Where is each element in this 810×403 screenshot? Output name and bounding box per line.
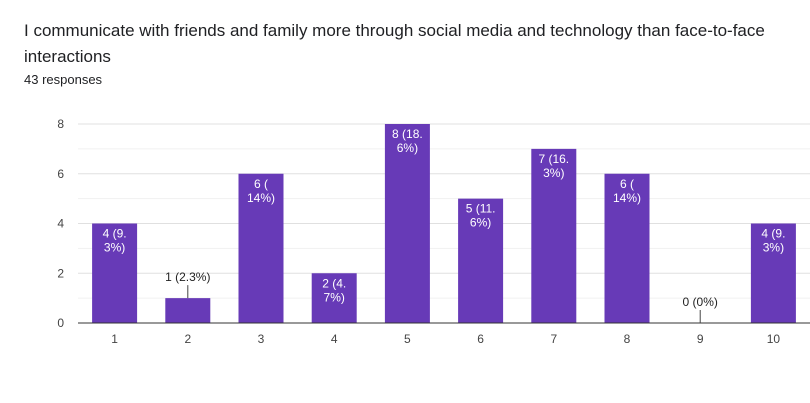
bar[interactable] — [311, 273, 357, 323]
data-label: 14%) — [613, 191, 641, 205]
bar[interactable] — [92, 223, 138, 324]
y-tick-label: 4 — [57, 217, 64, 231]
data-label: 8 (18. — [392, 127, 423, 141]
response-count: 43 responses — [24, 72, 103, 87]
bar[interactable] — [238, 173, 284, 323]
bars — [92, 124, 796, 323]
bar[interactable] — [384, 124, 430, 323]
y-axis-ticks: 0 2 4 6 8 — [57, 117, 64, 330]
data-label: 6%) — [397, 141, 418, 155]
data-label: 4 (9. — [103, 227, 127, 241]
chart-title: I communicate with friends and family mo… — [24, 21, 765, 66]
data-labels: 4 (9.3%)1 (2.3%)6 (14%)2 (4.7%)8 (18.6%)… — [103, 127, 785, 323]
data-label: 2 (4. — [322, 276, 346, 290]
bar[interactable] — [165, 298, 211, 323]
x-tick-label: 7 — [550, 332, 557, 346]
y-tick-label: 2 — [57, 266, 64, 280]
bar[interactable] — [750, 223, 796, 324]
data-label: 1 (2.3%) — [165, 270, 210, 284]
bar[interactable] — [458, 198, 504, 323]
y-tick-label: 8 — [57, 117, 64, 131]
x-tick-label: 8 — [624, 332, 631, 346]
x-tick-label: 2 — [184, 332, 191, 346]
data-label: 6%) — [470, 216, 491, 230]
x-tick-label: 9 — [697, 332, 704, 346]
data-label: 6 ( — [254, 177, 268, 191]
bar[interactable] — [531, 148, 577, 323]
x-axis-ticks: 1 2 3 4 5 6 7 8 9 10 — [111, 332, 780, 346]
data-label: 3%) — [543, 166, 564, 180]
data-label: 3%) — [104, 241, 125, 255]
x-tick-label: 3 — [258, 332, 265, 346]
x-tick-label: 10 — [767, 332, 781, 346]
x-tick-label: 6 — [477, 332, 484, 346]
data-label: 7 (16. — [538, 152, 569, 166]
data-label: 14%) — [247, 191, 275, 205]
x-tick-label: 4 — [331, 332, 338, 346]
data-label: 3%) — [763, 241, 784, 255]
data-label: 5 (11. — [466, 202, 496, 216]
x-tick-label: 1 — [111, 332, 118, 346]
data-label: 0 (0%) — [683, 295, 718, 309]
bar[interactable] — [604, 173, 650, 323]
y-tick-label: 6 — [57, 167, 64, 181]
gridlines — [78, 123, 810, 299]
y-tick-label: 0 — [57, 316, 64, 330]
data-label: 7%) — [324, 290, 345, 304]
x-tick-label: 5 — [404, 332, 411, 346]
data-label: 6 ( — [620, 177, 634, 191]
data-label: 4 (9. — [761, 227, 785, 241]
